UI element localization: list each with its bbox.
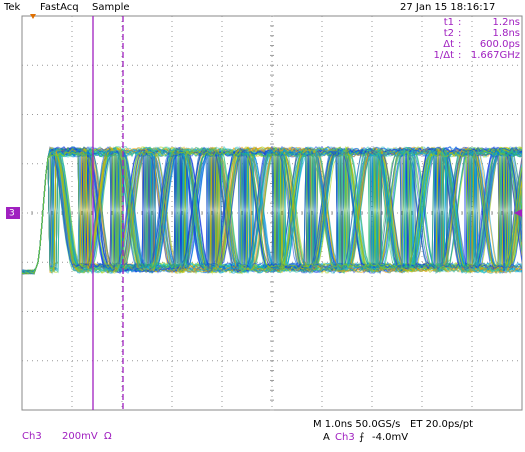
scale: 200mV <box>62 431 98 442</box>
trigger-position-marker <box>30 14 36 19</box>
readout-value: 1.667GHz <box>471 50 520 61</box>
trigger-level: -4.0mV <box>372 432 408 443</box>
readout-separator: : <box>458 28 461 39</box>
channel-marker-box <box>6 207 20 219</box>
readout-separator: : <box>458 50 461 61</box>
readout-label: Δt <box>443 39 454 50</box>
trigger-source: Ch3 <box>335 432 355 443</box>
readout-label: 1/Δt <box>434 50 455 61</box>
waveform-trace <box>22 149 522 275</box>
trigger-level-marker <box>514 209 522 217</box>
readout-separator: : <box>458 39 461 50</box>
equivalent-time: ET 20.0ps/pt <box>410 419 473 430</box>
brand: Tek <box>3 2 21 13</box>
timestamp: 27 Jan 15 18:16:17 <box>400 2 495 13</box>
waveform-trace <box>22 148 522 275</box>
readout-separator: : <box>458 17 461 28</box>
waveform-trace <box>22 145 522 275</box>
readout-label: t2 <box>444 28 454 39</box>
mode: FastAcq <box>40 2 79 13</box>
readout-label: t1 <box>444 17 454 28</box>
waveform-trace <box>22 151 522 275</box>
trigger-slope: ⨍ <box>359 432 364 443</box>
timebase: M 1.0ns 50.0GS/s <box>313 419 400 430</box>
readout-value: 1.8ns <box>493 28 520 39</box>
eye-diagram <box>22 145 522 275</box>
channel: Ch3 <box>22 431 42 442</box>
channel-marker: 3 <box>9 209 15 219</box>
trigger-mode: A <box>323 432 330 443</box>
readout-value: 600.0ps <box>480 39 520 50</box>
coupling: Ω <box>104 431 112 442</box>
readout-value: 1.2ns <box>493 17 520 28</box>
acquisition: Sample <box>92 2 130 13</box>
